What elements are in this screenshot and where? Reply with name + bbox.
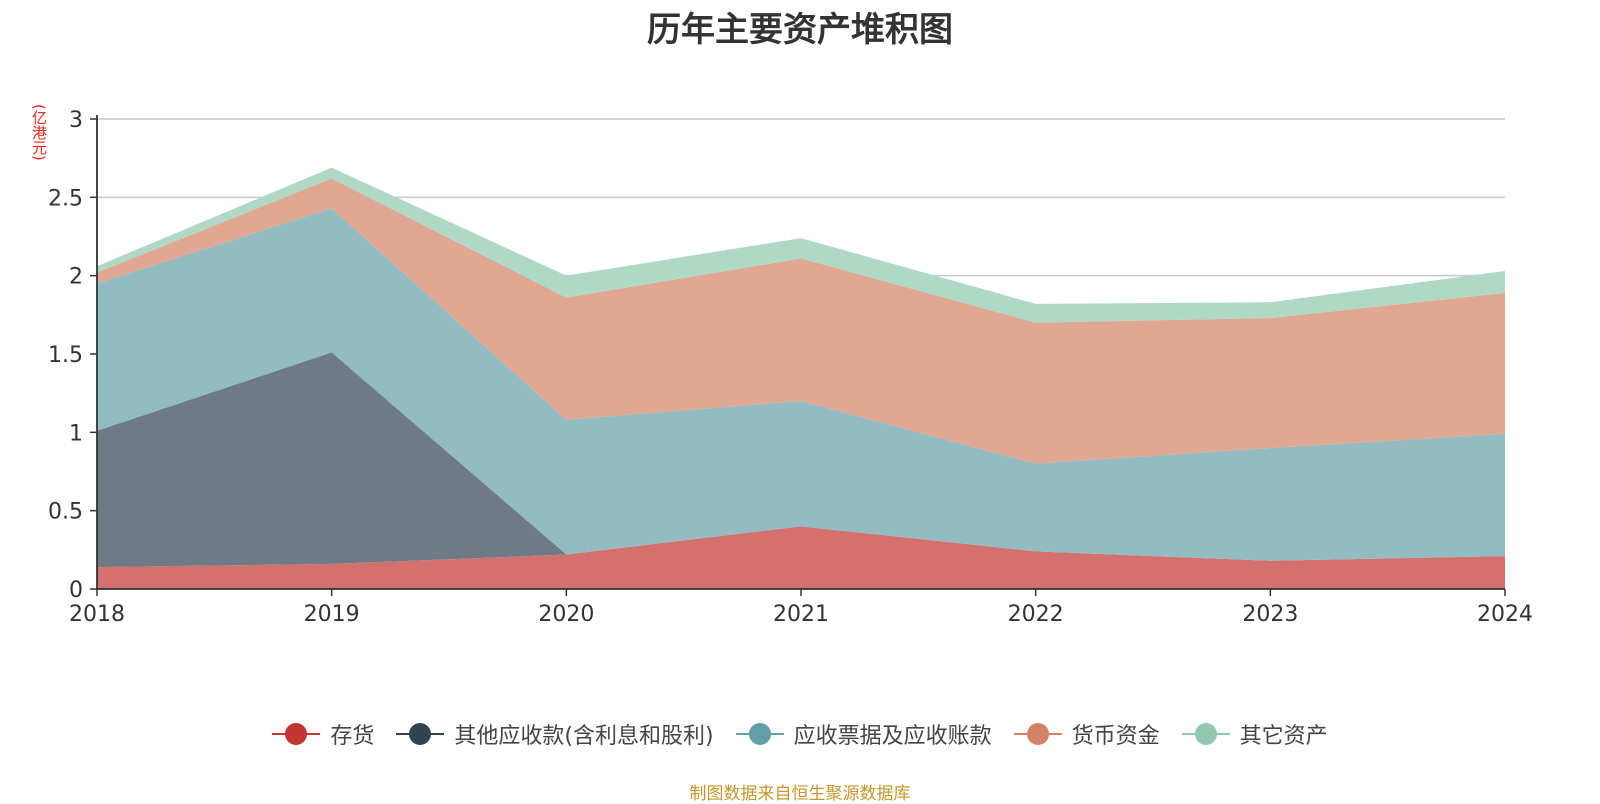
area-series-1 xyxy=(97,526,1505,589)
y-tick-label: 3 xyxy=(69,108,83,133)
legend-item-1[interactable]: 存货 xyxy=(272,718,374,750)
y-tick-label: 1.5 xyxy=(48,343,83,368)
legend-item-2[interactable]: 其他应收款(含利息和股利) xyxy=(396,718,714,750)
y-tick-label: 2 xyxy=(69,265,83,290)
legend-label: 货币资金 xyxy=(1071,724,1160,749)
x-tick-label: 2019 xyxy=(304,602,360,627)
legend-marker-icon xyxy=(396,722,445,746)
area-series-3 xyxy=(97,208,1505,561)
y-tick-label: 1 xyxy=(69,421,83,446)
y-tick-label: 0.5 xyxy=(48,500,83,525)
x-tick-label: 2020 xyxy=(538,602,594,627)
legend-item-4[interactable]: 货币资金 xyxy=(1013,718,1160,750)
chart-title: 历年主要资产堆积图 xyxy=(647,10,953,50)
x-tick-label: 2024 xyxy=(1477,602,1533,627)
legend-marker-icon xyxy=(1181,722,1230,746)
legend-item-5[interactable]: 其它资产 xyxy=(1181,718,1328,750)
x-tick-label: 2023 xyxy=(1242,602,1298,627)
legend-label: 其他应收款(含利息和股利) xyxy=(454,724,714,749)
stacked-area-chart: 0 0.5 1 1.5 2 2.5 3 2018 2019 2020 2021 2022 2023 202… xyxy=(48,108,1533,627)
x-tick-label: 2021 xyxy=(773,602,829,627)
data-source-note: 制图数据来自恒生聚源数据库 xyxy=(689,784,911,804)
legend-item-3[interactable]: 应收票据及应收账款 xyxy=(735,718,992,750)
legend-marker-icon xyxy=(735,722,784,746)
axes: 0 0.5 1 1.5 2 2.5 3 2018 2019 2020 2021 2022 2023 202… xyxy=(48,108,1533,627)
area-series-5 xyxy=(97,167,1505,323)
y-tick-label: 2.5 xyxy=(48,186,83,211)
area-series-4 xyxy=(97,178,1505,464)
x-tick-label: 2022 xyxy=(1008,602,1064,627)
y-axis-unit-label: (亿港元) xyxy=(30,104,48,161)
area-series-2 xyxy=(97,352,1505,568)
legend-label: 其它资产 xyxy=(1239,724,1328,749)
legend: 存货 其他应收款(含利息和股利) 应收票据及应收账款 货币资金 其它资产 xyxy=(0,718,1600,750)
y-tick-label: 0 xyxy=(69,578,83,603)
legend-marker-icon xyxy=(1013,722,1062,746)
legend-label: 应收票据及应收账款 xyxy=(793,724,992,749)
legend-label: 存货 xyxy=(330,724,375,749)
area-series xyxy=(97,167,1505,589)
legend-marker-icon xyxy=(272,722,321,746)
x-tick-label: 2018 xyxy=(69,602,125,627)
